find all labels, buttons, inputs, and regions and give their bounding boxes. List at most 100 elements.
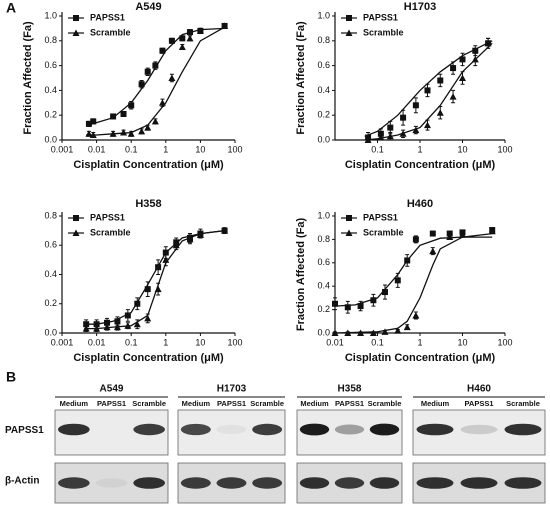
x-tick-label: 100 — [497, 144, 512, 154]
point — [152, 62, 159, 69]
point — [144, 314, 152, 322]
lane-label: Medium — [182, 399, 211, 408]
y-tick-label: 0.4 — [317, 281, 330, 291]
point — [128, 102, 135, 109]
chart-title: A549 — [135, 1, 161, 13]
legend-marker — [73, 15, 79, 21]
cell-line-label: H460 — [467, 384, 491, 395]
point — [89, 131, 97, 139]
y-tick-label: 0.2 — [44, 110, 57, 120]
point — [196, 27, 204, 34]
point — [120, 129, 128, 136]
chart: H460 0.0 0.2 0.4 0.6 0.8 1.0 0.01 0.1 1 10 100Cispl… — [295, 198, 513, 364]
point — [221, 227, 229, 234]
y-tick-label: 0.8 — [44, 35, 57, 45]
point — [364, 136, 372, 143]
blot-band — [133, 423, 165, 436]
legend-label: PAPSS1 — [363, 212, 398, 222]
legend-label: Scramble — [363, 27, 404, 37]
point — [154, 285, 162, 293]
blot-band — [334, 477, 365, 489]
point — [196, 231, 204, 239]
point — [488, 227, 496, 235]
chart: H1703 0.0 0.2 0.4 0.6 0.8 1.0 0.1 1 10 100Cisplati… — [295, 1, 513, 171]
point — [120, 110, 127, 117]
legend-label: Scramble — [90, 227, 131, 237]
fit-curve — [86, 229, 225, 325]
x-axis-label: Cisplatin Concentration (μM) — [73, 352, 224, 364]
point — [403, 323, 411, 331]
y-tick-label: 0.0 — [317, 134, 330, 144]
point — [85, 130, 93, 137]
legend-marker — [346, 15, 352, 21]
lane-label: PAPSS1 — [464, 399, 493, 408]
lane-label: Medium — [60, 399, 89, 408]
point — [144, 124, 152, 131]
x-tick-label: 1 — [163, 144, 168, 154]
point — [162, 249, 169, 256]
y-tick-label: 0.2 — [317, 110, 330, 120]
point — [377, 134, 385, 141]
blot-band — [460, 477, 498, 489]
x-tick-label: 0.1 — [125, 337, 138, 347]
x-tick-label: 10 — [195, 337, 205, 347]
point — [113, 323, 121, 331]
x-tick-label: 1 — [417, 337, 422, 347]
lane-label: PAPSS1 — [97, 399, 126, 408]
blot-band — [216, 424, 247, 435]
lane-label: Medium — [421, 399, 450, 408]
y-tick-label: 0.8 — [44, 210, 57, 220]
point — [450, 65, 457, 72]
point — [437, 77, 444, 84]
x-axis-label: Cisplatin Concentration (μM) — [73, 159, 224, 171]
legend-label: Scramble — [90, 27, 131, 37]
y-tick-label: 0.8 — [317, 35, 330, 45]
point — [93, 321, 100, 328]
point — [423, 121, 431, 129]
blot-band — [299, 423, 330, 436]
legend-marker — [345, 29, 353, 36]
point — [85, 120, 92, 127]
point — [127, 130, 135, 137]
y-axis-label: Fraction Affected (Fa) — [295, 21, 307, 135]
y-tick-label: 0.8 — [317, 234, 330, 244]
x-tick-label: 1 — [163, 337, 168, 347]
blot-band — [58, 477, 90, 489]
x-tick-label: 0.001 — [51, 144, 74, 154]
x-tick-label: 10 — [457, 144, 467, 154]
blot-band — [180, 477, 211, 489]
y-tick-label: 0.2 — [44, 298, 57, 308]
point — [399, 130, 407, 137]
blot-band — [416, 477, 454, 489]
legend-marker — [73, 215, 79, 221]
y-tick-label: 0.4 — [44, 269, 57, 279]
legend-marker — [345, 229, 353, 236]
blot-band — [180, 423, 211, 436]
x-tick-label: 100 — [227, 337, 242, 347]
x-tick-label: 0.01 — [88, 337, 106, 347]
y-tick-label: 0.4 — [317, 85, 330, 95]
chart-title: H460 — [407, 198, 433, 210]
row-label: PAPSS1 — [5, 425, 44, 436]
point — [114, 318, 121, 325]
y-tick-label: 0.6 — [44, 240, 57, 250]
x-tick-label: 1 — [417, 144, 422, 154]
point — [331, 329, 339, 336]
x-tick-label: 0.1 — [125, 144, 138, 154]
x-tick-label: 100 — [497, 337, 512, 347]
y-tick-label: 0.6 — [44, 60, 57, 70]
point — [172, 241, 180, 249]
point — [484, 39, 492, 47]
blot-band — [133, 477, 165, 489]
chart-title: H358 — [135, 198, 161, 210]
point — [124, 312, 131, 319]
point — [357, 329, 365, 336]
legend-label: PAPSS1 — [90, 12, 125, 22]
point — [109, 130, 117, 137]
point — [472, 47, 479, 54]
point — [369, 329, 377, 336]
blot-band — [252, 423, 283, 436]
point — [459, 74, 466, 81]
x-tick-label: 0.1 — [371, 337, 384, 347]
